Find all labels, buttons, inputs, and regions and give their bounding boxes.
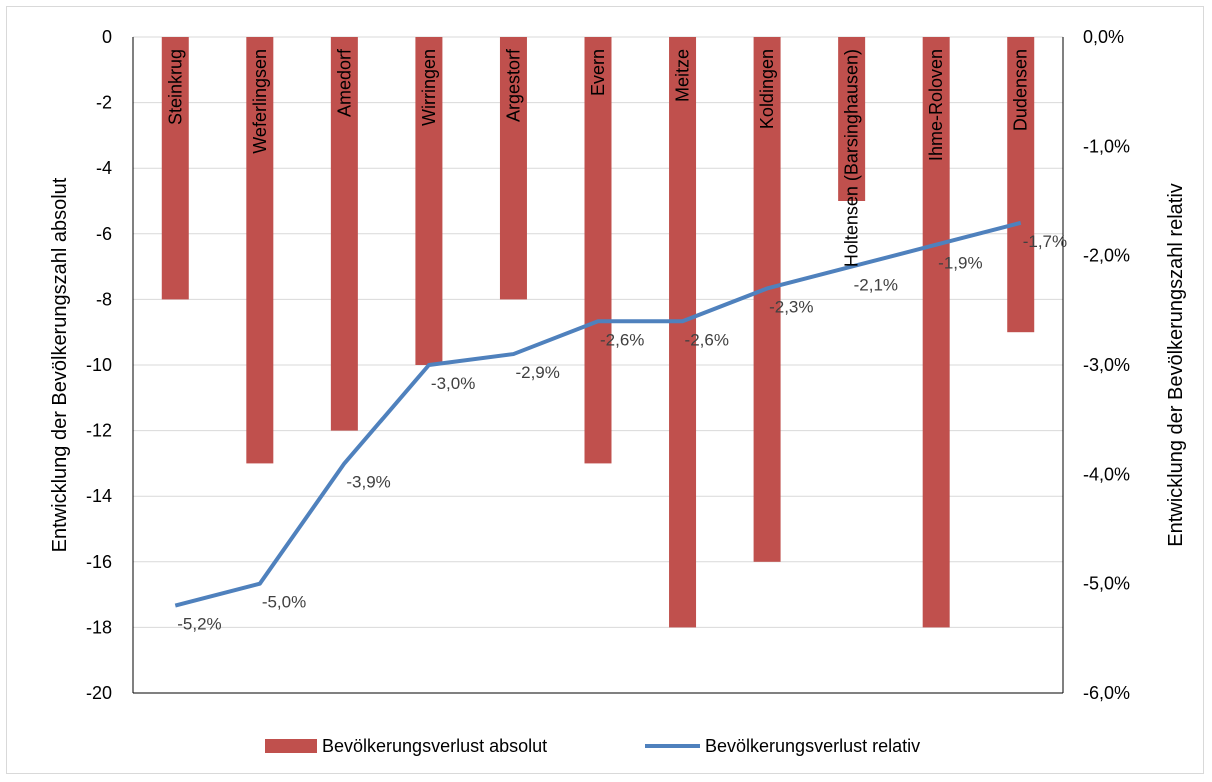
left-axis-title: Entwicklung der Bevölkerungszahl absolut [49, 177, 71, 552]
bar [246, 37, 274, 464]
data-label: -3,0% [431, 374, 475, 393]
data-label: -5,0% [262, 593, 306, 612]
bar-series [161, 37, 1035, 628]
bar [499, 37, 527, 300]
data-label: -2,6% [600, 330, 644, 349]
left-tick-label: -14 [86, 486, 112, 506]
gridlines [132, 36, 1064, 694]
category-label: Dudensen [1011, 49, 1031, 131]
right-tick-label: -4,0% [1083, 464, 1130, 484]
left-tick-label: -2 [96, 93, 112, 113]
left-tick-label: -16 [86, 552, 112, 572]
right-tick-label: -6,0% [1083, 683, 1130, 703]
bar [161, 37, 189, 300]
line-path [174, 220, 1022, 608]
bar [753, 37, 781, 562]
data-label: -2,6% [685, 330, 729, 349]
right-tick-label: 0,0% [1083, 27, 1124, 47]
left-axis-ticks: 0 -2 -4 -6 -8 -10 -12 -14 -16 -18 -20 [86, 27, 112, 703]
left-tick-label: -4 [96, 158, 112, 178]
right-tick-label: -2,0% [1083, 246, 1130, 266]
data-label: -3,9% [346, 472, 390, 491]
left-tick-label: -12 [86, 421, 112, 441]
category-label: Evern [588, 49, 608, 96]
category-label: Ihme-Roloven [926, 49, 946, 161]
left-tick-label: -18 [86, 617, 112, 637]
right-tick-label: -3,0% [1083, 355, 1130, 375]
bar [1007, 37, 1035, 333]
legend-bar-label: Bevölkerungsverlust absolut [322, 736, 547, 756]
category-label: Argestorf [503, 48, 523, 122]
left-tick-label: -6 [96, 224, 112, 244]
category-label: Holtensen (Barsinghausen) [842, 49, 862, 267]
legend-line-label: Bevölkerungsverlust relativ [705, 736, 920, 756]
data-label: -1,9% [938, 254, 982, 273]
right-tick-label: -1,0% [1083, 136, 1130, 156]
data-label: -2,3% [769, 297, 813, 316]
bar [669, 37, 697, 628]
category-label: Steinkrug [165, 49, 185, 125]
legend-bar-swatch [265, 739, 317, 753]
right-axis-ticks: 0,0% -1,0% -2,0% -3,0% -4,0% -5,0% -6,0% [1083, 27, 1130, 703]
bar [838, 37, 866, 201]
right-axis-title: Entwicklung der Bevölkerungszahl relativ [1165, 183, 1187, 547]
category-label: Wirringen [419, 49, 439, 126]
category-label: Koldingen [757, 49, 777, 129]
left-tick-label: 0 [102, 27, 112, 47]
data-label: -1,7% [1023, 232, 1067, 251]
left-tick-label: -10 [86, 355, 112, 375]
data-label: -2,1% [854, 276, 898, 295]
category-label: Meitze [673, 49, 693, 102]
data-labels: -5,2% -5,0% -3,9% -3,0% -2,9% -2,6% -2,6% -2,3%… [177, 232, 1067, 634]
bar [922, 37, 950, 628]
left-tick-label: -20 [86, 683, 112, 703]
bar [584, 37, 612, 464]
category-labels: Steinkrug Weferlingsen Amedorf Wirringen Arg… [165, 48, 1030, 267]
left-tick-label: -8 [96, 289, 112, 309]
bar [330, 37, 358, 431]
data-label: -2,9% [515, 363, 559, 382]
legend: Bevölkerungsverlust absolut Bevölkerungs… [265, 736, 920, 756]
bar [415, 37, 443, 365]
data-label: -5,2% [177, 615, 221, 634]
chart-frame [6, 6, 1204, 774]
line-series [174, 220, 1022, 608]
category-label: Weferlingsen [250, 49, 270, 154]
right-tick-label: -5,0% [1083, 574, 1130, 594]
category-label: Amedorf [334, 48, 354, 117]
